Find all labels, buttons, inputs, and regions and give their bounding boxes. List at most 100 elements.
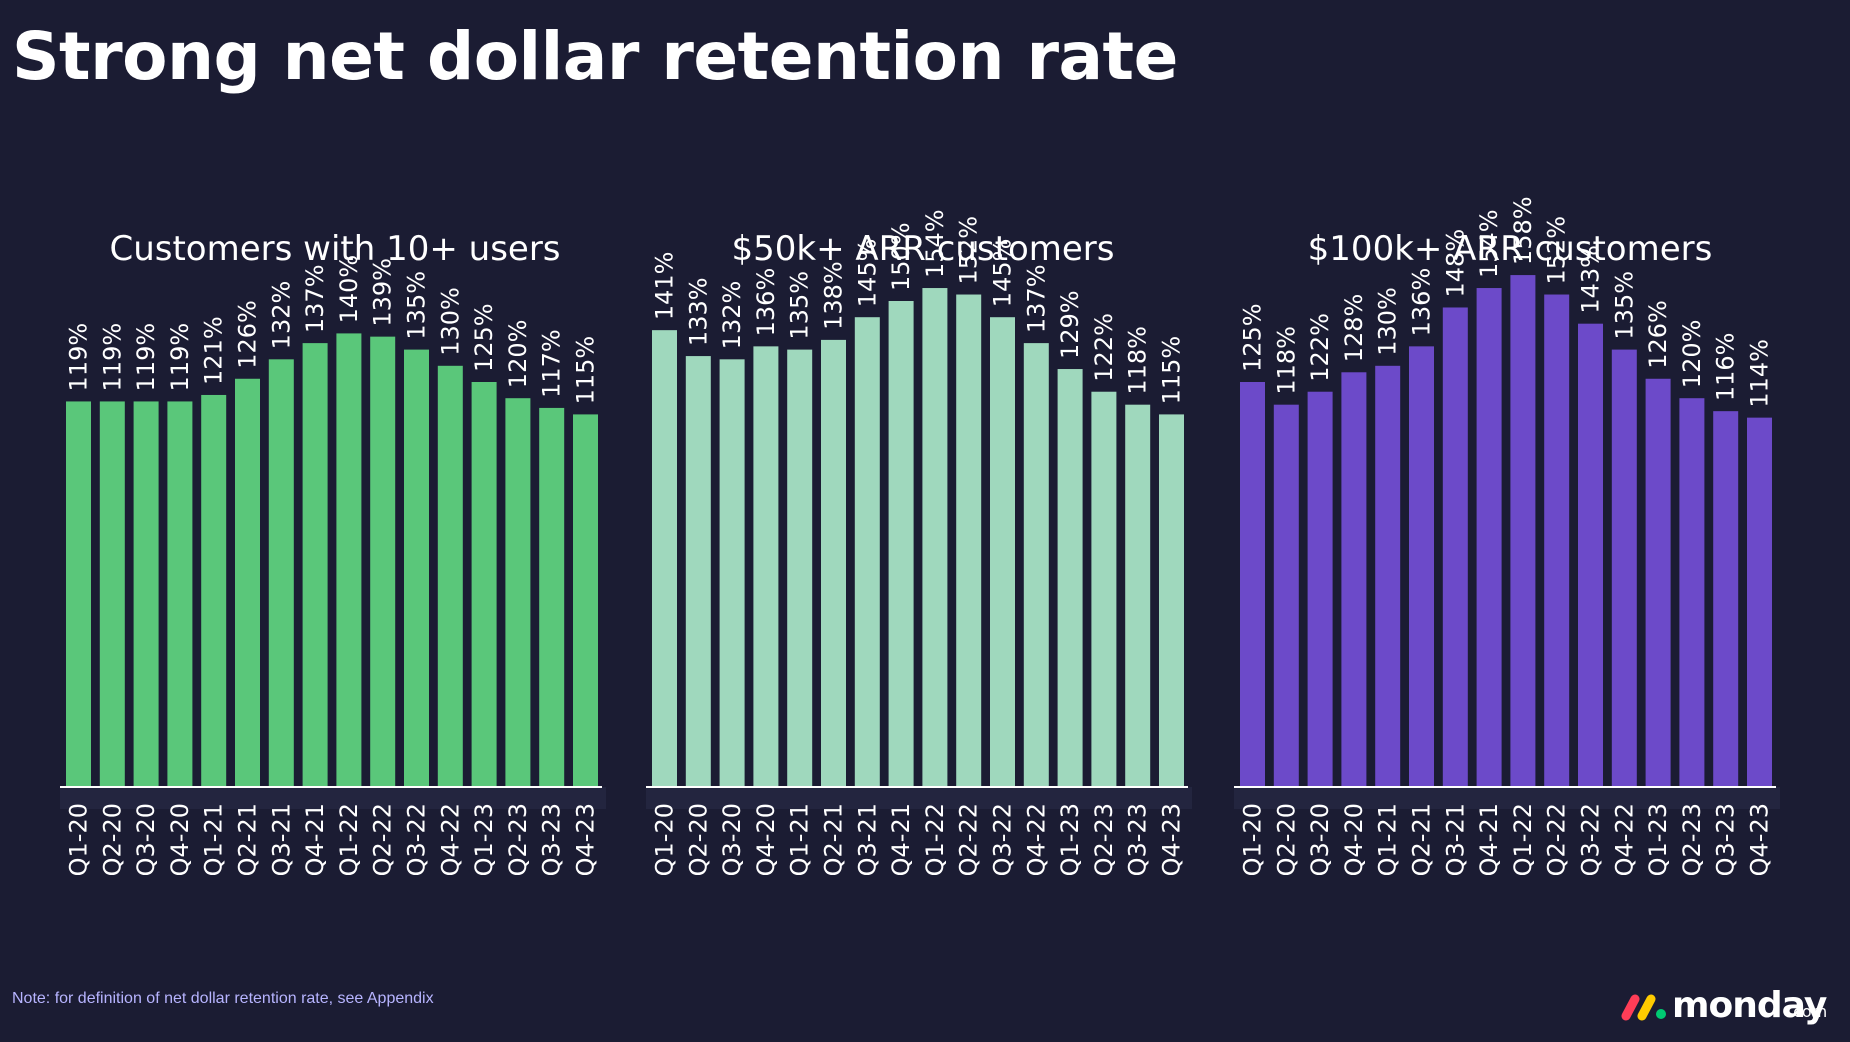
bar <box>66 401 91 787</box>
data-label: 136% <box>1408 268 1436 337</box>
x-tick-label: Q4-21 <box>301 803 329 876</box>
x-tick-label: Q2-20 <box>98 803 126 876</box>
data-label: 130% <box>1374 287 1402 356</box>
data-label: 145% <box>853 239 881 308</box>
data-label: 121% <box>200 316 228 385</box>
logo-suffix: .com <box>1788 1002 1828 1021</box>
x-tick-label: Q1-23 <box>470 803 498 876</box>
data-label: 138% <box>820 261 848 330</box>
x-tick-label: Q4-23 <box>572 803 600 876</box>
x-tick-label: Q3-23 <box>1712 803 1740 876</box>
data-label: 150% <box>887 222 915 291</box>
data-label: 116% <box>1712 333 1740 402</box>
bar <box>235 378 260 787</box>
data-label: 126% <box>1644 300 1672 369</box>
x-tick-label: Q4-20 <box>1340 803 1368 876</box>
x-tick-label: Q1-21 <box>786 803 814 876</box>
data-label: 137% <box>1022 264 1050 333</box>
x-tick-label: Q2-20 <box>684 803 712 876</box>
page-title: Strong net dollar retention rate <box>12 18 1178 95</box>
bar <box>302 343 328 787</box>
data-label: 152% <box>1543 216 1571 285</box>
data-label: 120% <box>1678 320 1706 389</box>
bar <box>1713 411 1739 787</box>
x-tick-label: Q1-20 <box>651 803 679 876</box>
data-label: 158% <box>1509 196 1537 265</box>
bar <box>787 349 813 787</box>
data-label: 118% <box>1124 326 1152 395</box>
data-label: 130% <box>436 287 464 356</box>
x-tick-label: Q3-22 <box>403 803 431 876</box>
x-tick-label: Q2-23 <box>1090 803 1118 876</box>
data-label: 115% <box>572 336 600 405</box>
x-tick-label: Q2-21 <box>1408 803 1436 876</box>
x-tick-label: Q2-23 <box>1678 803 1706 876</box>
data-label: 141% <box>651 252 679 321</box>
data-label: 125% <box>470 303 498 372</box>
bar <box>1307 391 1333 787</box>
bar <box>370 336 396 787</box>
bar <box>719 359 745 787</box>
x-tick-label: Q3-20 <box>718 803 746 876</box>
bar <box>1611 349 1637 787</box>
data-label: 145% <box>989 239 1017 308</box>
data-label: 143% <box>1577 245 1605 314</box>
x-tick-label: Q4-20 <box>166 803 194 876</box>
bar <box>1125 404 1151 787</box>
x-tick-label: Q2-23 <box>504 803 532 876</box>
bar <box>336 333 362 787</box>
data-label: 129% <box>1056 290 1084 359</box>
bar <box>1747 417 1772 787</box>
bar <box>1023 343 1049 787</box>
bar <box>201 394 227 787</box>
data-label: 119% <box>65 323 93 392</box>
x-tick-label: Q1-21 <box>200 803 228 876</box>
data-label: 132% <box>718 281 746 350</box>
data-label: 125% <box>1239 303 1267 372</box>
bar <box>1544 294 1570 787</box>
chart-title: $100k+ ARR customers <box>1308 229 1713 269</box>
bar <box>821 339 846 787</box>
data-label: 115% <box>1158 336 1186 405</box>
data-label: 154% <box>921 209 949 278</box>
x-tick-label: Q1-20 <box>65 803 93 876</box>
data-label: 118% <box>1272 326 1300 395</box>
data-label: 154% <box>1475 209 1503 278</box>
bar <box>922 288 948 787</box>
x-tick-label: Q4-22 <box>436 803 464 876</box>
bar <box>167 401 193 787</box>
x-tick-label: Q3-21 <box>267 803 295 876</box>
data-label: 137% <box>301 264 329 333</box>
bar <box>268 359 294 787</box>
x-tick-label: Q2-21 <box>234 803 262 876</box>
bar <box>1578 323 1603 787</box>
data-label: 148% <box>1441 229 1469 298</box>
bar <box>1679 398 1705 787</box>
data-label: 136% <box>752 268 780 337</box>
x-tick-label: Q3-21 <box>853 803 881 876</box>
bar <box>133 401 159 787</box>
bar <box>404 349 429 787</box>
bar <box>753 346 779 787</box>
bar <box>652 330 677 787</box>
data-label: 135% <box>403 271 431 340</box>
x-tick-label: Q2-20 <box>1272 803 1300 876</box>
bar <box>1240 382 1265 787</box>
bar <box>685 356 711 787</box>
bar <box>437 365 463 787</box>
logo-wordmark: monday <box>1672 985 1827 1026</box>
monday-logo: monday .com <box>1620 985 1840 1031</box>
bar <box>1375 365 1401 787</box>
bar <box>1442 307 1468 787</box>
data-label: 119% <box>98 323 126 392</box>
data-label: 133% <box>684 277 712 346</box>
x-tick-label: Q4-23 <box>1158 803 1186 876</box>
data-label: 126% <box>234 300 262 369</box>
chart-3: $100k+ ARR customers 125% Q1-20 118% Q2-20 12… <box>1234 196 1780 876</box>
x-tick-label: Q4-21 <box>887 803 915 876</box>
x-tick-label: Q3-21 <box>1441 803 1469 876</box>
data-label: 122% <box>1090 313 1118 382</box>
x-tick-label: Q3-23 <box>1124 803 1152 876</box>
data-label: 117% <box>538 329 566 398</box>
axis-band <box>60 787 606 809</box>
